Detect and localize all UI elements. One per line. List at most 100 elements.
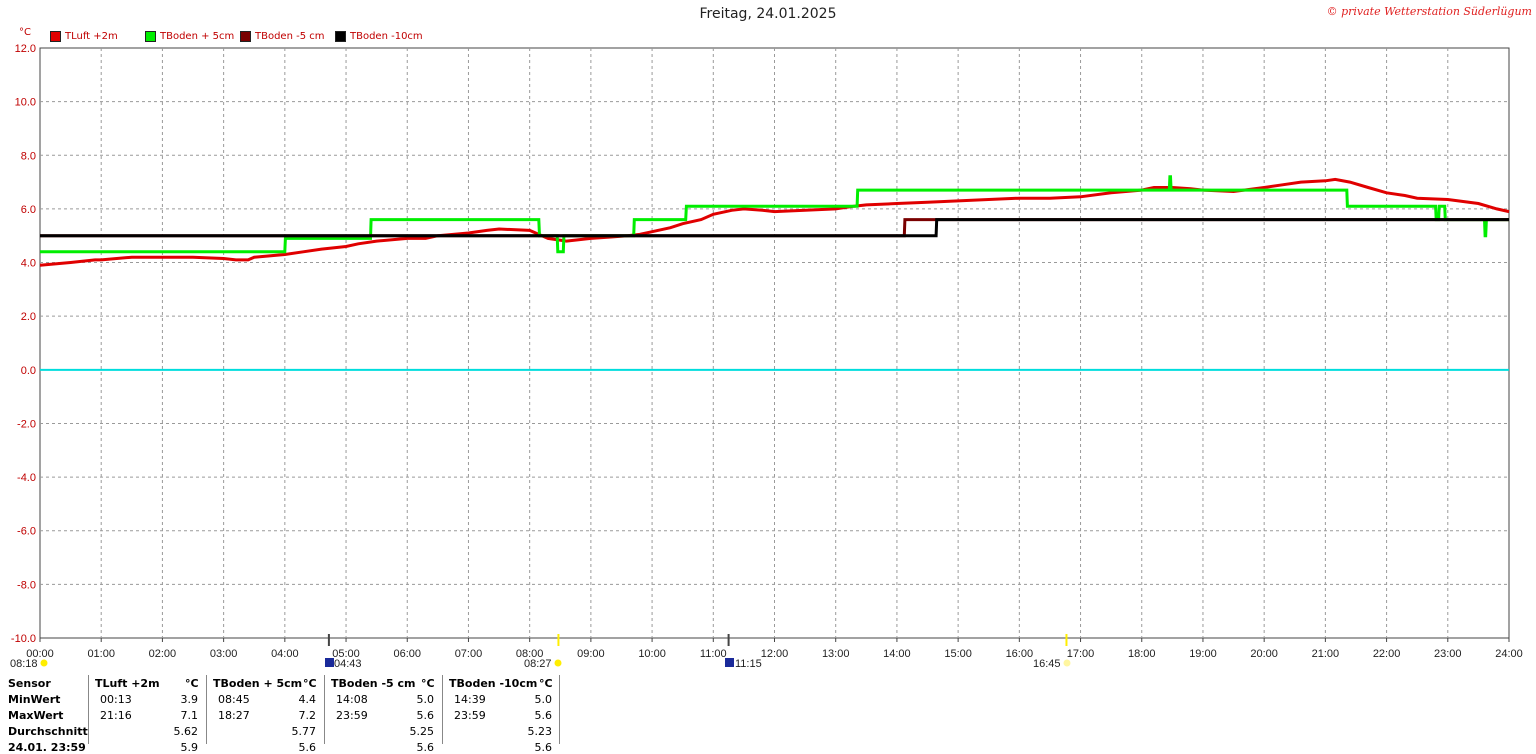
stats-header-sensor: Sensor [8,677,51,690]
column-divider [88,675,89,744]
stats-value: 5.6 [416,709,435,722]
stats-header-unit: °C [539,677,553,690]
stats-time: 08:45 [218,693,250,706]
sunset-time-label: 16:45 [1033,658,1061,670]
stats-row-label: Durchschnitt [8,725,88,738]
legend-item-tboden10: TBoden -10cm [335,31,423,42]
chart-title: Freitag, 24.01.2025 [699,6,837,22]
stats-value: 5.25 [409,725,435,738]
sun-icon [1063,659,1071,667]
legend-item-tboden5minus: TBoden -5 cm [240,31,325,42]
column-divider [559,675,560,744]
series-line-0 [39,177,1510,267]
y-tick-label: 8.0 [21,150,36,162]
stats-value: 3.9 [180,693,199,706]
stats-time: 23:59 [336,709,368,722]
column-divider [324,675,325,744]
stats-value: 7.2 [298,709,317,722]
stats-value: 5.77 [291,725,317,738]
stats-time: 21:16 [100,709,132,722]
moon-icon [325,658,334,667]
stats-header-tboden5plus: TBoden + 5cm [213,677,303,690]
series-line-3 [40,218,1509,238]
x-tick-label: 07:00 [455,648,483,660]
stats-value: 5.23 [527,725,553,738]
x-tick-label: 02:00 [149,648,177,660]
stats-header-unit: °C [303,677,317,690]
legend-item-tluft: TLuft +2m [50,31,118,42]
stats-value: 5.6 [416,741,435,754]
y-tick-label: 2.0 [21,311,36,323]
stats-header-unit: °C [421,677,435,690]
x-tick-label: 03:00 [210,648,238,660]
x-tick-label: 22:00 [1373,648,1401,660]
x-tick-label: 08:00 [516,648,544,660]
x-tick-label: 20:00 [1250,648,1278,660]
x-tick-label: 00:00 [26,648,54,660]
moon-icon [725,658,734,667]
stats-value: 5.6 [534,709,553,722]
y-tick-label: -10.0 [11,633,36,645]
y-tick-label: -6.0 [17,526,36,538]
stats-value: 5.0 [416,693,435,706]
y-tick-label: 6.0 [21,204,36,216]
stats-time: 18:27 [218,709,250,722]
x-tick-label: 06:00 [393,648,421,660]
stats-header-unit: °C [185,677,199,690]
x-tick-label: 05:00 [332,648,360,660]
x-tick-label: 01:00 [87,648,115,660]
y-tick-label: -4.0 [17,472,36,484]
legend-swatch-tboden5plus [145,31,156,42]
x-tick-label: 23:00 [1434,648,1462,660]
stats-value: 5.62 [173,725,199,738]
legend-swatch-tboden5minus [240,31,251,42]
legend-item-tboden5plus: TBoden + 5cm [145,31,234,42]
noon-time-label: 08:27 [524,658,552,670]
x-tick-label: 21:00 [1312,648,1340,660]
temperature-chart: 12.0 10.0 8.0 6.0 4.0 2.0 0.0 -2.0 -4.0 -6.0 -8.0 -… [10,43,1523,670]
stats-time: 00:13 [100,693,132,706]
stats-header-tboden10: TBoden -10cm [449,677,538,690]
y-unit-label: °C [19,27,31,38]
x-tick-label: 10:00 [638,648,666,660]
x-tick-label: 19:00 [1189,648,1217,660]
stats-time: 23:59 [454,709,486,722]
sunrise-time-label: 08:18 [10,658,38,670]
x-tick-label: 17:00 [1067,648,1095,660]
stats-time: 14:08 [336,693,368,706]
x-tick-label: 09:00 [577,648,605,660]
y-tick-label: -8.0 [17,579,36,591]
moonrise-time-label: 04:43 [334,658,362,670]
legend-label-tboden10: TBoden -10cm [350,31,423,42]
column-divider [206,675,207,744]
x-tick-label: 16:00 [1006,648,1034,660]
x-tick-label: 13:00 [822,648,850,660]
y-tick-label: 4.0 [21,258,36,270]
legend-label-tluft: TLuft +2m [65,31,118,42]
legend-label-tboden5plus: TBoden + 5cm [160,31,235,42]
x-tick-label: 15:00 [944,648,972,660]
sun-icon [554,659,562,667]
legend-label-tboden5minus: TBoden -5 cm [255,31,325,42]
stats-value: 5.0 [534,693,553,706]
column-divider [442,675,443,744]
moonset-time-label: 11:15 [735,658,762,670]
legend-swatch-tboden10 [335,31,346,42]
stats-value: 5.9 [180,741,199,754]
x-tick-label: 14:00 [883,648,911,660]
stats-value: 5.6 [298,741,317,754]
copyright-label: © private Wetterstation Süderlügum [1326,5,1532,18]
stats-row-label: 24.01. 23:59 [8,741,86,754]
y-tick-label: 0.0 [21,365,36,377]
sun-icon [40,659,48,667]
x-tick-label: 12:00 [761,648,789,660]
stats-time: 14:39 [454,693,486,706]
stats-row-label: MaxWert [8,709,64,722]
x-tick-label: 04:00 [271,648,299,660]
x-tick-label: 11:00 [700,648,727,660]
stats-value: 4.4 [298,693,317,706]
stats-header-tluft: TLuft +2m [95,677,160,690]
statistics-table: Sensor TLuft +2m °C TBoden + 5cm °C TBod… [0,675,560,754]
y-tick-label: 10.0 [15,97,36,109]
x-tick-label: 18:00 [1128,648,1156,660]
